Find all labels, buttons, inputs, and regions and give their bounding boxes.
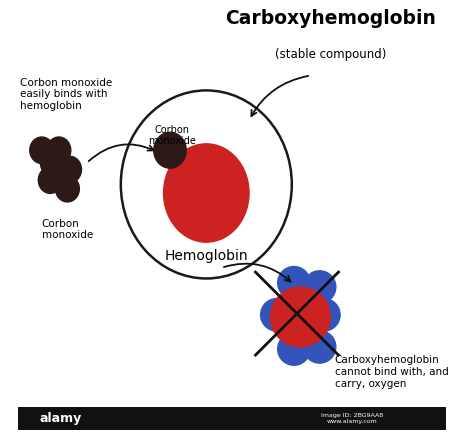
Ellipse shape xyxy=(55,175,79,202)
Circle shape xyxy=(303,271,336,303)
Circle shape xyxy=(278,266,310,299)
Ellipse shape xyxy=(57,156,82,183)
Ellipse shape xyxy=(164,144,249,242)
Circle shape xyxy=(303,331,336,363)
Ellipse shape xyxy=(154,132,186,168)
Text: (stable compound): (stable compound) xyxy=(274,48,386,61)
Text: alamy: alamy xyxy=(40,412,82,425)
Text: Corbon
monoxide: Corbon monoxide xyxy=(148,125,196,146)
Text: Image ID: 2BG9AA8
www.alamy.com: Image ID: 2BG9AA8 www.alamy.com xyxy=(320,413,383,424)
Ellipse shape xyxy=(30,137,54,164)
Text: Corbon
monoxide: Corbon monoxide xyxy=(42,219,93,240)
Text: Carboxyhemoglobin: Carboxyhemoglobin xyxy=(225,9,436,28)
Circle shape xyxy=(261,299,293,331)
Circle shape xyxy=(271,287,330,347)
Text: Carboxyhemoglobin
cannot bind with, and
carry, oxygen: Carboxyhemoglobin cannot bind with, and … xyxy=(335,355,448,389)
Text: Corbon monoxide
easily binds with
hemoglobin: Corbon monoxide easily binds with hemogl… xyxy=(20,78,113,111)
Ellipse shape xyxy=(47,137,71,164)
Circle shape xyxy=(308,299,340,331)
Circle shape xyxy=(278,333,310,365)
Bar xyxy=(18,407,446,430)
Ellipse shape xyxy=(38,167,62,194)
Text: Hemoglobin: Hemoglobin xyxy=(164,249,248,262)
Ellipse shape xyxy=(40,150,64,176)
